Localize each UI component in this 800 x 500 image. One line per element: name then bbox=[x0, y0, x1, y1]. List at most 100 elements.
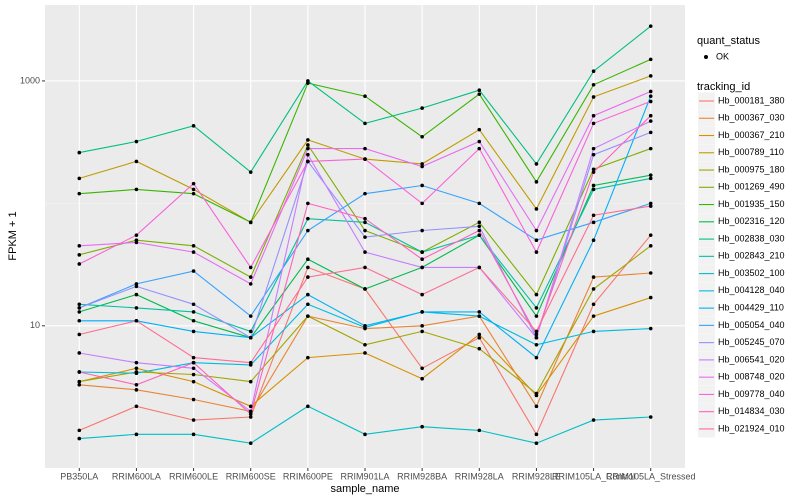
data-point bbox=[648, 415, 653, 419]
data-point bbox=[77, 310, 82, 314]
data-point bbox=[420, 376, 424, 381]
data-point bbox=[420, 324, 424, 328]
data-point bbox=[191, 302, 196, 307]
data-point bbox=[77, 436, 82, 441]
legend-label: Hb_000789_110 bbox=[718, 147, 784, 157]
data-point bbox=[248, 360, 253, 365]
data-point bbox=[248, 335, 253, 340]
x-tick-label: RRIM928BA bbox=[397, 471, 447, 481]
data-point bbox=[648, 173, 653, 177]
data-point bbox=[420, 164, 424, 169]
data-point bbox=[134, 159, 139, 164]
data-point bbox=[648, 74, 653, 78]
data-point bbox=[248, 404, 253, 409]
legend-label: Hb_006541_020 bbox=[718, 354, 785, 364]
data-point bbox=[134, 306, 139, 310]
y-tick-label: 10 bbox=[30, 320, 40, 330]
data-point bbox=[420, 329, 424, 334]
data-point bbox=[363, 157, 367, 161]
data-point bbox=[591, 152, 596, 157]
data-point bbox=[306, 275, 310, 279]
data-point bbox=[306, 302, 310, 307]
legend-label: Hb_002316_120 bbox=[718, 216, 785, 226]
data-point bbox=[363, 121, 367, 126]
data-point bbox=[77, 332, 82, 337]
legend-label: Hb_009778_040 bbox=[718, 389, 785, 399]
legend-label: Hb_000367_210 bbox=[718, 130, 785, 140]
data-point bbox=[648, 204, 653, 208]
data-point bbox=[363, 216, 367, 221]
data-point bbox=[477, 201, 482, 206]
data-point bbox=[77, 262, 82, 266]
legend-label: Hb_004128_040 bbox=[718, 285, 785, 295]
data-point bbox=[420, 292, 424, 297]
x-axis-title: sample_name bbox=[330, 483, 399, 495]
data-point bbox=[77, 191, 82, 196]
data-point bbox=[648, 130, 653, 135]
data-point bbox=[191, 355, 196, 360]
x-tick-label: RRIM600PE bbox=[283, 471, 333, 481]
x-tick-label: RRIM105LA_Stressed bbox=[606, 471, 696, 481]
data-point bbox=[248, 441, 253, 445]
y-axis-title: FPKM + 1 bbox=[7, 211, 19, 260]
data-point bbox=[591, 287, 596, 291]
data-point bbox=[363, 235, 367, 239]
data-point bbox=[134, 187, 139, 192]
data-point bbox=[191, 418, 196, 422]
data-point bbox=[534, 292, 539, 297]
data-point bbox=[77, 244, 82, 248]
data-point bbox=[306, 228, 310, 233]
data-point bbox=[477, 127, 482, 132]
data-point bbox=[591, 82, 596, 87]
legend-label: Hb_002838_030 bbox=[718, 233, 785, 243]
data-point bbox=[191, 432, 196, 437]
data-point bbox=[363, 220, 367, 225]
legend-label: Hb_003502_100 bbox=[718, 268, 785, 278]
data-point bbox=[134, 404, 139, 409]
data-point bbox=[420, 257, 424, 262]
data-point bbox=[191, 397, 196, 402]
data-point bbox=[591, 170, 596, 174]
data-point bbox=[420, 250, 424, 254]
legend-label: Hb_005245_070 bbox=[718, 337, 785, 347]
data-point bbox=[363, 94, 367, 99]
data-point bbox=[191, 181, 196, 186]
data-point bbox=[648, 326, 653, 331]
data-point bbox=[306, 265, 310, 270]
data-point bbox=[191, 124, 196, 128]
data-point bbox=[77, 370, 82, 374]
data-point bbox=[591, 146, 596, 151]
data-point bbox=[477, 233, 482, 237]
data-point bbox=[534, 250, 539, 254]
data-point bbox=[648, 113, 653, 118]
data-point bbox=[134, 366, 139, 371]
data-point bbox=[477, 335, 482, 340]
data-point bbox=[648, 244, 653, 248]
data-point bbox=[534, 228, 539, 233]
data-point bbox=[134, 371, 139, 376]
data-point bbox=[306, 404, 310, 409]
data-point bbox=[77, 306, 82, 310]
data-point bbox=[134, 318, 139, 323]
data-point bbox=[77, 253, 82, 257]
data-point bbox=[534, 441, 539, 445]
data-point bbox=[591, 167, 596, 172]
x-tick-label: RRIM901LA bbox=[340, 471, 389, 481]
data-point bbox=[534, 355, 539, 360]
data-point bbox=[77, 382, 82, 387]
data-point bbox=[363, 287, 367, 291]
data-point bbox=[648, 89, 653, 94]
data-point bbox=[363, 342, 367, 347]
legend-label: Hb_000975_180 bbox=[718, 164, 785, 174]
data-point bbox=[306, 355, 310, 360]
data-point bbox=[191, 360, 196, 365]
data-point bbox=[306, 143, 310, 147]
data-point bbox=[306, 138, 310, 142]
data-point bbox=[648, 271, 653, 275]
x-tick-label: RRIM928LE bbox=[512, 471, 561, 481]
data-point bbox=[191, 366, 196, 371]
point-legend-key bbox=[704, 55, 708, 59]
data-point bbox=[77, 428, 82, 433]
data-point bbox=[134, 388, 139, 392]
data-point bbox=[191, 379, 196, 384]
